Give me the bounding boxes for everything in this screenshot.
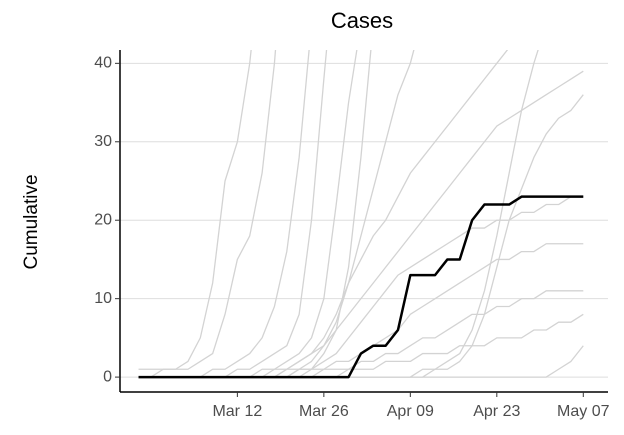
series-line [138, 70, 584, 378]
chart-title: Cases [331, 8, 393, 33]
series-line [138, 50, 358, 378]
series-line [138, 196, 584, 378]
y-tick-label: 20 [94, 211, 112, 228]
y-tick-label: 30 [94, 133, 112, 150]
x-tick-label: Apr 09 [387, 403, 434, 420]
series-line [138, 50, 252, 378]
y-tick-label: 40 [94, 55, 112, 72]
series-line [138, 50, 310, 378]
x-tick-label: May 07 [557, 403, 610, 420]
series-line [138, 50, 277, 370]
series-line [138, 50, 415, 378]
series-line [138, 313, 584, 378]
plot-lines [138, 50, 584, 379]
x-tick-label: Apr 23 [473, 403, 520, 420]
y-tick-label: 10 [94, 290, 112, 307]
series-line [138, 195, 584, 379]
x-tick-label: Mar 26 [299, 403, 349, 420]
series-line [138, 290, 584, 378]
series-line [138, 50, 509, 378]
y-axis-label: Cumulative [21, 174, 42, 269]
x-tick-label: Mar 12 [212, 403, 262, 420]
series-line [138, 50, 328, 378]
series-line [138, 243, 584, 378]
y-tick-label: 0 [103, 368, 112, 385]
series-line [138, 50, 372, 378]
series-line [138, 50, 539, 378]
